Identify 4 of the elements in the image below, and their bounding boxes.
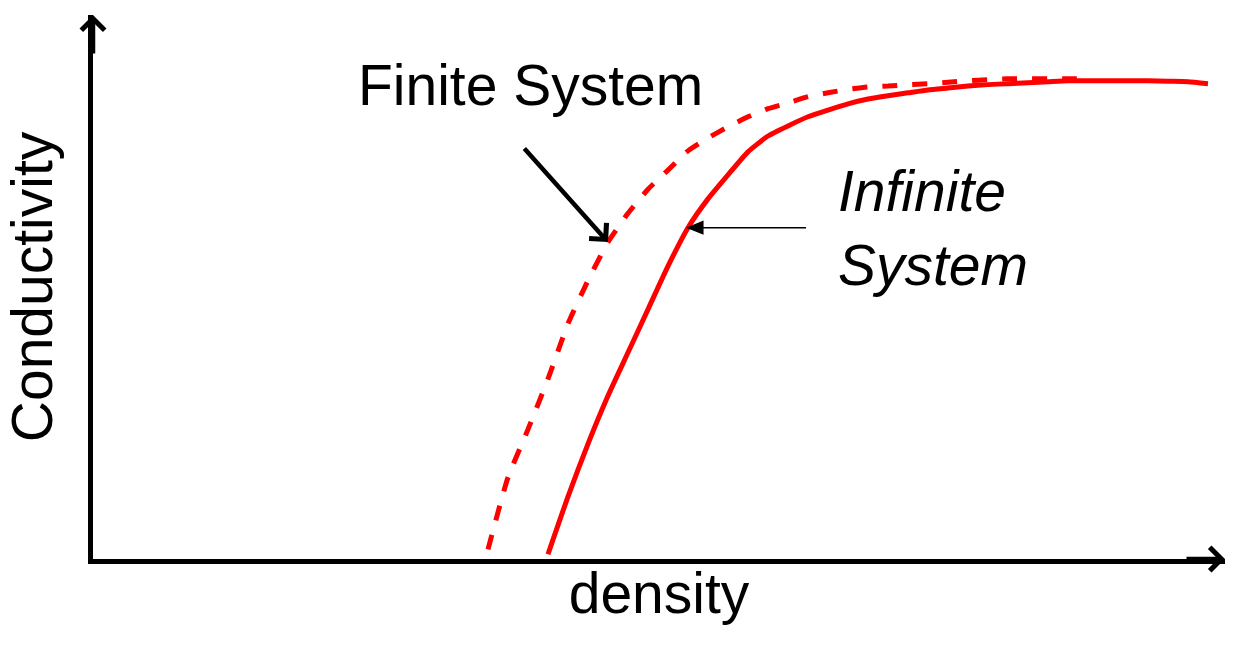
series-label: Finite System [358, 53, 704, 117]
x-axis-title: density [568, 561, 750, 626]
series-label: Infinite System [838, 159, 1029, 298]
y-axis-title: Conductivity [0, 131, 64, 443]
